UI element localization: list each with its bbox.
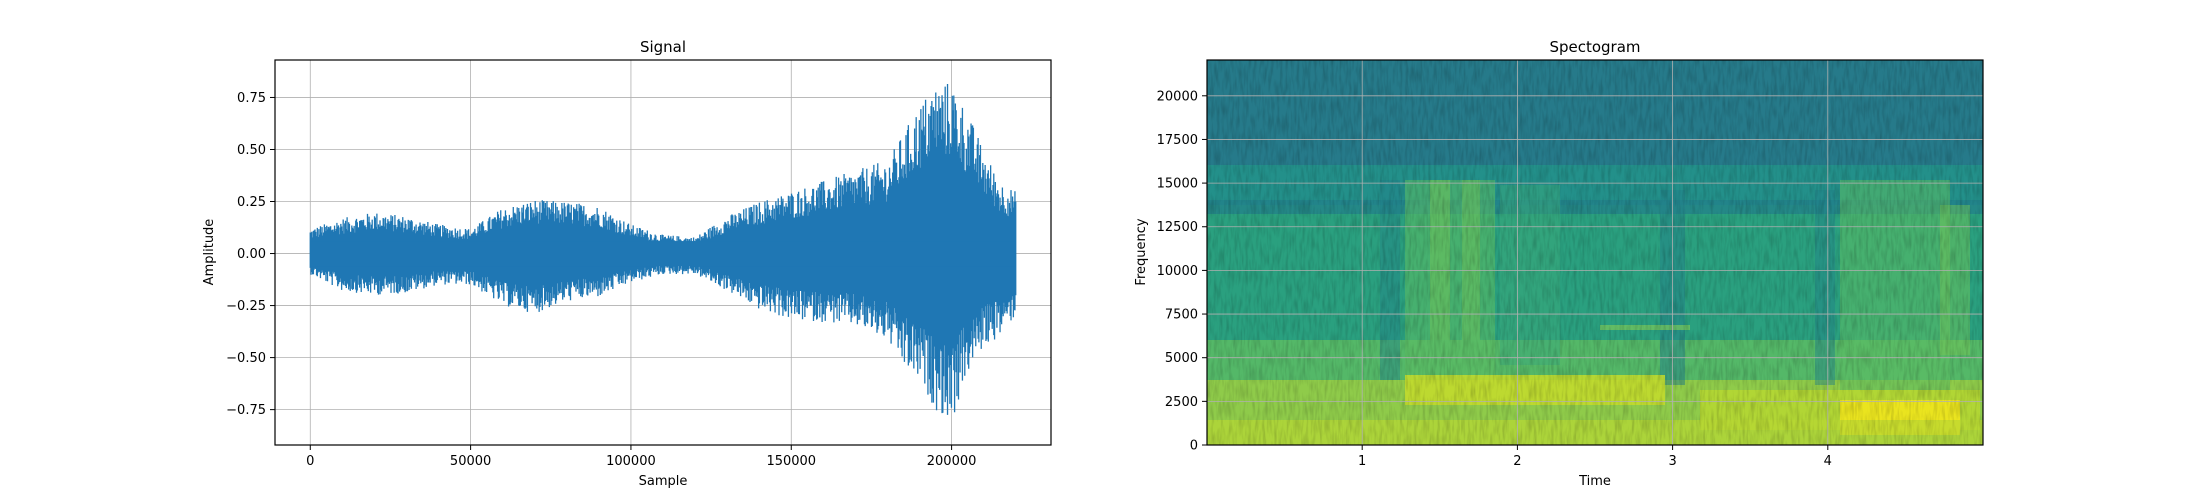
signal-y-tick-label: 0.50 [237,143,266,158]
signal-y-tick-label: −0.50 [226,351,266,366]
spectrogram-y-tick-label: 5000 [1165,351,1198,366]
spectrogram-y-tick-label: 7500 [1165,308,1198,323]
spectrogram-grid [1207,60,1983,445]
signal-x-tick-label: 0 [306,454,314,469]
signal-panel: 0 50000 100000 150000 200000 −0.75 −0.50 −0.25… [202,38,1052,489]
spectrogram-y-label: Frequency [1134,218,1149,285]
spectrogram-x-tick-label: 4 [1824,454,1832,469]
spectrogram-y-tick-label: 0 [1190,439,1198,454]
signal-x-ticks: 0 50000 100000 150000 200000 [306,445,976,469]
signal-x-tick-label: 200000 [927,454,977,469]
signal-x-tick-label: 100000 [606,454,656,469]
signal-title: Signal [640,38,686,56]
spectrogram-image [1207,60,1983,445]
signal-core [310,241,1016,267]
spectrogram-y-tick-label: 10000 [1157,264,1198,279]
spectrogram-axes-frame [1206,59,1984,446]
spectrogram-title: Spectogram [1549,38,1640,56]
signal-y-ticks: −0.75 −0.50 −0.25 0.00 0.25 0.50 0.75 [226,91,275,418]
spectrogram-y-ticks: 0 2500 5000 7500 10000 12500 15000 17500 20000 [1157,89,1207,454]
signal-x-label: Sample [639,474,688,489]
spectrogram-x-tick-label: 1 [1358,454,1366,469]
signal-x-tick-label: 50000 [450,454,491,469]
signal-x-tick-label: 150000 [766,454,816,469]
signal-y-tick-label: −0.75 [226,403,266,418]
spectrogram-y-tick-label: 15000 [1157,177,1198,192]
spectrogram-y-tick-label: 20000 [1157,89,1198,104]
spectrogram-x-ticks: 1 2 3 4 [1358,445,1832,469]
signal-y-label: Amplitude [202,219,217,286]
signal-y-tick-label: 0.25 [237,195,266,210]
spectrogram-y-tick-label: 2500 [1165,395,1198,410]
spectrogram-x-label: Time [1578,474,1611,489]
spectrogram-y-tick-label: 12500 [1157,220,1198,235]
spectrogram-y-tick-label: 17500 [1157,133,1198,148]
spectrogram-x-tick-label: 3 [1668,454,1676,469]
signal-waveform [309,84,1017,415]
signal-y-tick-label: 0.00 [237,247,266,262]
signal-y-tick-label: 0.75 [237,91,266,106]
spectrogram-x-tick-label: 2 [1513,454,1521,469]
spectrogram-panel: 1 2 3 4 0 2500 5000 7500 10000 12500 15000 17500 20… [1134,38,1984,489]
signal-axes-frame [274,59,1052,446]
signal-y-tick-label: −0.25 [226,299,266,314]
